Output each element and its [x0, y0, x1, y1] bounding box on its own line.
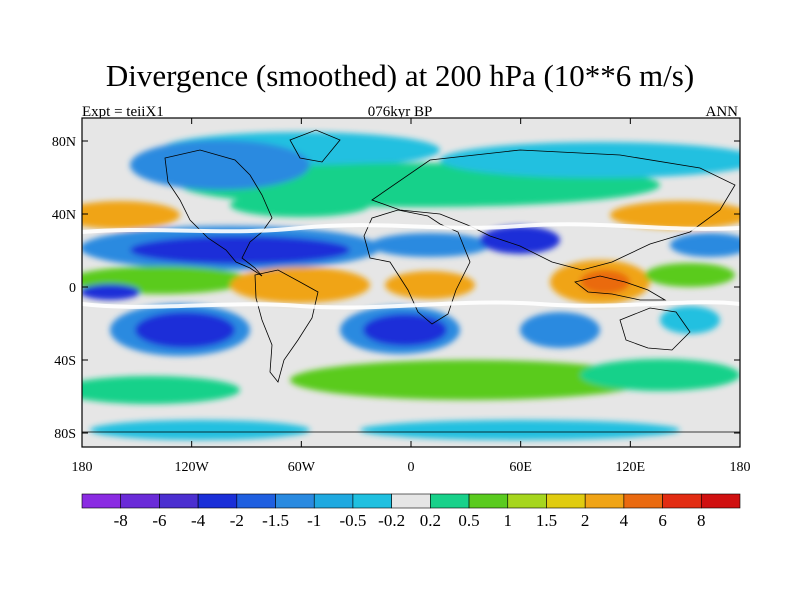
africa-outline: [363, 209, 471, 325]
field-region: [230, 193, 370, 217]
y-tick-label: 80N: [52, 135, 76, 150]
colorbar-label: -8: [114, 511, 128, 530]
field-region: [360, 420, 680, 440]
field-region: [520, 312, 600, 348]
x-tick-label: 120E: [616, 460, 646, 475]
colorbar-label: -0.2: [378, 511, 405, 530]
time-label: 076kyr BP: [367, 104, 433, 120]
field-region: [363, 314, 447, 346]
colorbar-swatch: [700, 493, 741, 509]
colorbar-label: 6: [658, 511, 667, 530]
field-region: [135, 312, 235, 348]
zero-contours: [82, 222, 740, 310]
south-america-outline: [254, 269, 319, 383]
field-region: [645, 263, 735, 287]
colorbar-swatch: [546, 493, 586, 509]
field-region: [82, 201, 180, 229]
experiment-label: Expt = teiiX1: [82, 104, 164, 120]
x-tick-label: 180: [730, 460, 751, 475]
eurasia-outline: [371, 149, 736, 271]
colorbar-label: -1.5: [262, 511, 289, 530]
y-tick-label: 40S: [54, 354, 76, 369]
colorbar-swatch: [584, 493, 625, 509]
colorbar-swatch: [468, 493, 509, 509]
colorbar-label: -4: [191, 511, 206, 530]
field-region: [580, 359, 740, 391]
north-america-outline: [164, 149, 273, 277]
longitude-axis: 180 120W 60W 0 60E 120E 180: [72, 118, 751, 475]
field-region: [82, 284, 140, 300]
colorbar-swatch: [81, 493, 122, 509]
y-tick-label: 0: [69, 281, 76, 296]
australia-outline: [619, 307, 691, 351]
x-tick-label: 180: [72, 460, 93, 475]
field-region: [385, 271, 475, 299]
colorbar-label: 2: [581, 511, 590, 530]
colorbar-label: -2: [230, 511, 244, 530]
x-tick-label: 60W: [288, 460, 316, 475]
colorbar-label: 1.5: [536, 511, 557, 530]
colorbar-label: 4: [620, 511, 629, 530]
field-region: [660, 306, 720, 334]
season-label: ANN: [705, 104, 739, 120]
field-region: [230, 267, 370, 303]
colorbar-label: 1: [504, 511, 513, 530]
latitude-axis: 80N 40N 0 40S 80S: [52, 135, 740, 442]
colorbar-label: -0.5: [339, 511, 366, 530]
x-tick-label: 60E: [509, 460, 532, 475]
colorbar-swatch: [352, 493, 392, 509]
colorbar-swatch: [430, 493, 470, 509]
maritime-continent-outline: [574, 275, 667, 301]
colorbar-swatch: [313, 493, 354, 509]
field-region: [130, 140, 310, 190]
colorbar-label: 0.2: [420, 511, 441, 530]
colorbar-label: 8: [697, 511, 706, 530]
colorbar-label: -6: [152, 511, 166, 530]
field-region: [370, 233, 490, 257]
field-region: [290, 360, 650, 400]
field-region: [580, 270, 630, 294]
field-region: [130, 236, 350, 264]
colorbar-swatch: [120, 493, 160, 509]
field-region: [90, 420, 310, 440]
greenland-outline: [289, 129, 341, 163]
colorbar-swatch: [236, 493, 276, 509]
field-region: [610, 201, 740, 229]
colorbar-label: 0.5: [458, 511, 479, 530]
field-region: [480, 226, 560, 254]
colorbar: -8 -6 -4 -2 -1.5 -1 -0.5 -0.2 0.2 0.5 1 1.5 2 4 6 8: [81, 493, 741, 530]
y-tick-label: 80S: [54, 427, 76, 442]
colorbar-swatch: [623, 493, 663, 509]
coastlines: [82, 129, 740, 433]
zero-contour-south: [82, 300, 740, 310]
zero-contour-north: [82, 222, 740, 234]
field-region: [82, 376, 240, 404]
field-region: [670, 233, 740, 257]
colorbar-swatch: [197, 493, 238, 509]
colorbar-swatch: [391, 493, 431, 509]
divergence-field: [82, 118, 740, 447]
colorbar-swatch: [159, 493, 199, 509]
colorbar-swatch: [662, 493, 702, 509]
y-tick-label: 40N: [52, 208, 76, 223]
x-tick-label: 120W: [175, 460, 210, 475]
field-region: [440, 142, 740, 178]
colorbar-swatch: [507, 493, 547, 509]
x-tick-label: 0: [408, 460, 415, 475]
plot-title: Divergence (smoothed) at 200 hPa (10**6 …: [105, 58, 695, 93]
colorbar-label: -1: [307, 511, 321, 530]
colorbar-swatch: [275, 493, 315, 509]
